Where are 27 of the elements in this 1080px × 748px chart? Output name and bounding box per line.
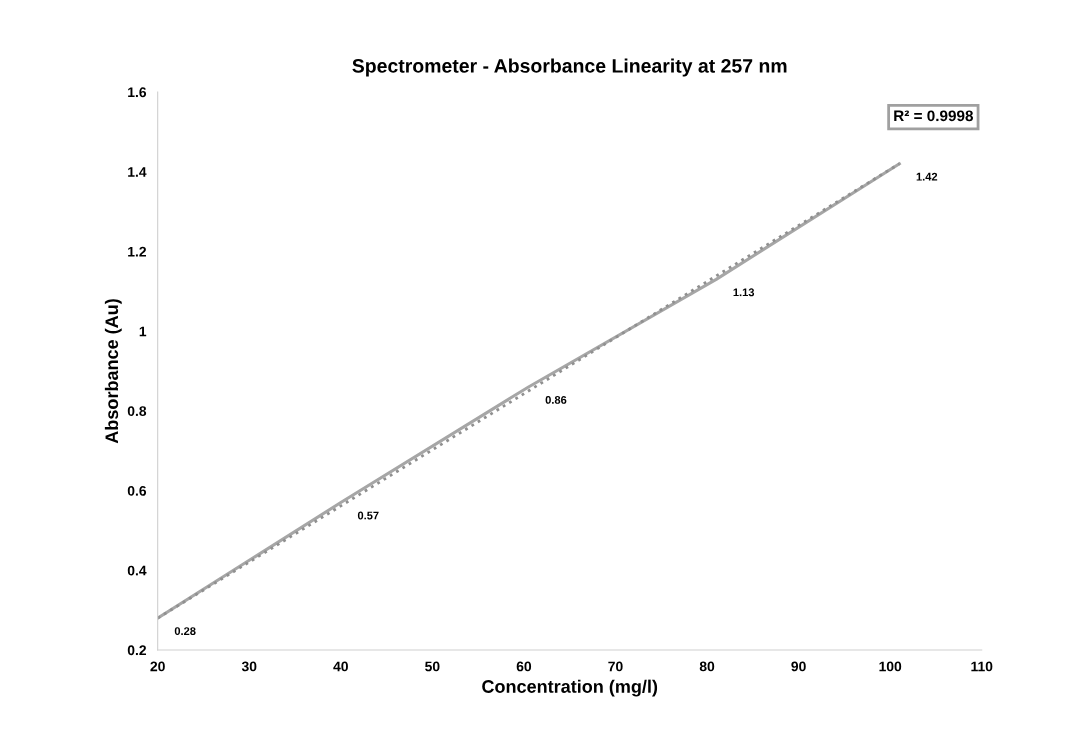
x-tick-label: 40 bbox=[333, 661, 348, 672]
x-tick-label: 20 bbox=[150, 661, 165, 672]
x-tick-label: 90 bbox=[791, 661, 806, 672]
x-tick-label: 110 bbox=[971, 661, 993, 672]
y-tick-label: 0.2 bbox=[127, 645, 147, 656]
chart-title: Spectrometer - Absorbance Linearity at 257 nm bbox=[352, 58, 787, 77]
data-label: 1.42 bbox=[916, 172, 938, 181]
x-tick-label: 80 bbox=[699, 661, 715, 672]
y-axis-title: Absorbance (Au) bbox=[104, 299, 122, 444]
y-tick-label: 0.4 bbox=[127, 565, 147, 576]
x-tick-label: 70 bbox=[608, 661, 623, 672]
x-tick-label: 30 bbox=[241, 661, 257, 672]
y-tick-label: 1.2 bbox=[128, 246, 147, 257]
x-tick-label: 50 bbox=[425, 661, 440, 672]
data-label: 0.86 bbox=[545, 395, 567, 404]
y-tick-label: 0.8 bbox=[127, 406, 147, 417]
x-tick-label: 60 bbox=[516, 661, 532, 672]
y-tick-label: 1 bbox=[139, 326, 147, 337]
y-tick-label: 1.6 bbox=[128, 87, 147, 98]
data-label: 0.28 bbox=[174, 627, 196, 635]
annotation: R² = 0.9998 bbox=[894, 110, 974, 122]
data-label: 0.57 bbox=[357, 511, 379, 520]
y-tick-label: 0.6 bbox=[127, 485, 147, 496]
x-axis-title: Concentration (mg/l) bbox=[482, 679, 658, 697]
data-label: 1.13 bbox=[733, 288, 755, 297]
y-tick-label: 1.4 bbox=[128, 167, 147, 177]
x-tick-label: 100 bbox=[879, 661, 902, 672]
